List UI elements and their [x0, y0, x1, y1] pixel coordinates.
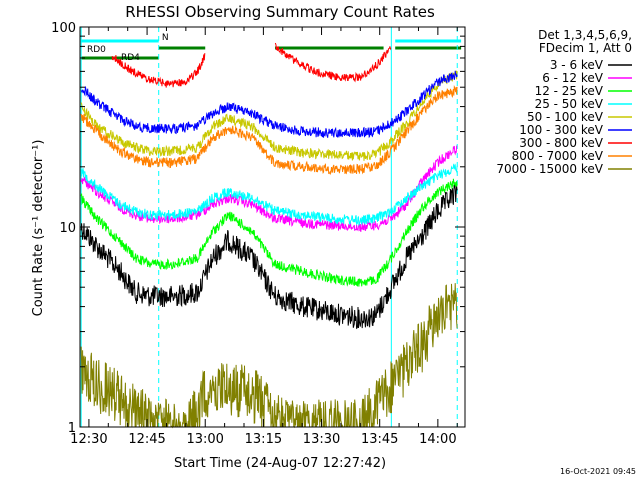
series-300-800kev-seg2 — [274, 42, 392, 83]
legend-entry-label: 6 - 12 keV — [542, 71, 604, 85]
x-tick-label: 12:30 — [70, 432, 107, 447]
legend-entry-label: 7000 - 15000 keV — [496, 162, 603, 176]
series-800-7000kev — [80, 85, 458, 176]
series-300-800kev-seg1 — [111, 53, 206, 88]
legend-entry-label: 25 - 50 keV — [535, 97, 604, 111]
legend: Det 1,3,4,5,6,9,FDecim 1, Att 0 3 - 6 keV… — [496, 28, 632, 176]
timestamp: 16-Oct-2021 09:45 — [560, 467, 636, 476]
x-tick-label: 13:30 — [303, 432, 340, 447]
flag-label-rd0: RD0 — [87, 45, 106, 55]
series-12-25kev — [80, 178, 458, 287]
legend-header-line: FDecim 1, Att 0 — [539, 41, 632, 55]
x-axis-label: Start Time (24-Aug-07 12:27:42) — [174, 456, 386, 471]
y-tick-label: 100 — [51, 21, 76, 36]
plot-area: N RD0 RD4 — [80, 27, 462, 429]
series-50-100kev — [80, 70, 458, 161]
flag-label-rd4: RD4 — [121, 53, 140, 63]
legend-entry-label: 50 - 100 keV — [527, 110, 604, 124]
y-axis-label: Count Rate (s⁻¹ detector⁻¹) — [31, 140, 46, 317]
legend-entry-label: 300 - 800 keV — [519, 136, 603, 150]
legend-entry-label: 12 - 25 keV — [535, 84, 604, 98]
legend-header-line: Det 1,3,4,5,6,9, — [538, 28, 632, 42]
x-tick-label: 13:45 — [361, 432, 398, 447]
x-tick-label: 13:15 — [245, 432, 282, 447]
axes: 12:30 12:45 13:00 13:15 13:30 13:45 14:00 1 10 10… — [51, 21, 466, 447]
y-tick-label: 1 — [68, 421, 76, 436]
flag-label-n: N — [162, 33, 169, 43]
x-tick-label: 13:00 — [186, 432, 223, 447]
x-tick-label: 14:00 — [419, 432, 456, 447]
series-3-6kev — [80, 183, 458, 330]
series-100-300kev — [80, 70, 458, 139]
series-25-50kev — [80, 163, 458, 227]
legend-entry-label: 100 - 300 keV — [519, 123, 603, 137]
legend-entry-label: 3 - 6 keV — [550, 58, 604, 72]
chart-title: RHESSI Observing Summary Count Rates — [125, 3, 435, 21]
y-tick-label: 10 — [59, 221, 76, 236]
x-tick-label: 12:45 — [128, 432, 165, 447]
legend-entry-label: 800 - 7000 keV — [512, 149, 604, 163]
